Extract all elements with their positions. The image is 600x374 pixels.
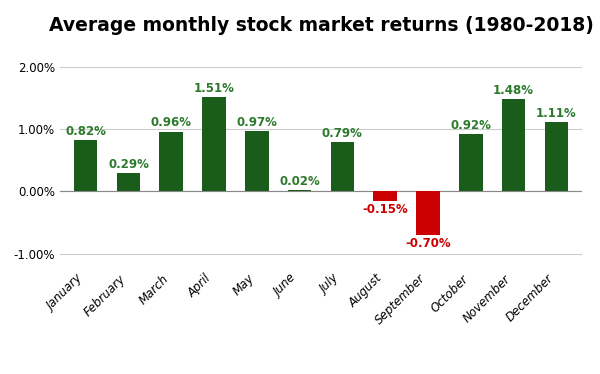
Bar [545, 122, 568, 191]
Bar [331, 142, 354, 191]
Text: 1.51%: 1.51% [194, 82, 235, 95]
Bar [288, 190, 311, 191]
Text: 0.82%: 0.82% [65, 125, 106, 138]
Text: 0.79%: 0.79% [322, 127, 363, 140]
Text: 0.92%: 0.92% [451, 119, 491, 132]
Title: Average monthly stock market returns (1980-2018): Average monthly stock market returns (19… [49, 16, 593, 35]
Text: -0.70%: -0.70% [405, 237, 451, 250]
Text: 1.48%: 1.48% [493, 84, 534, 97]
Text: 0.96%: 0.96% [151, 116, 192, 129]
Text: 0.97%: 0.97% [236, 116, 277, 129]
Bar [74, 140, 97, 191]
Text: -0.15%: -0.15% [362, 203, 408, 216]
Text: 0.02%: 0.02% [279, 175, 320, 188]
Bar [416, 191, 440, 235]
Bar [245, 131, 269, 191]
Bar [160, 132, 183, 191]
Text: 1.11%: 1.11% [536, 107, 577, 120]
Bar [502, 99, 526, 191]
Bar [202, 97, 226, 191]
Bar [459, 134, 482, 191]
Text: 0.29%: 0.29% [108, 158, 149, 171]
Bar [116, 173, 140, 191]
Bar [373, 191, 397, 201]
